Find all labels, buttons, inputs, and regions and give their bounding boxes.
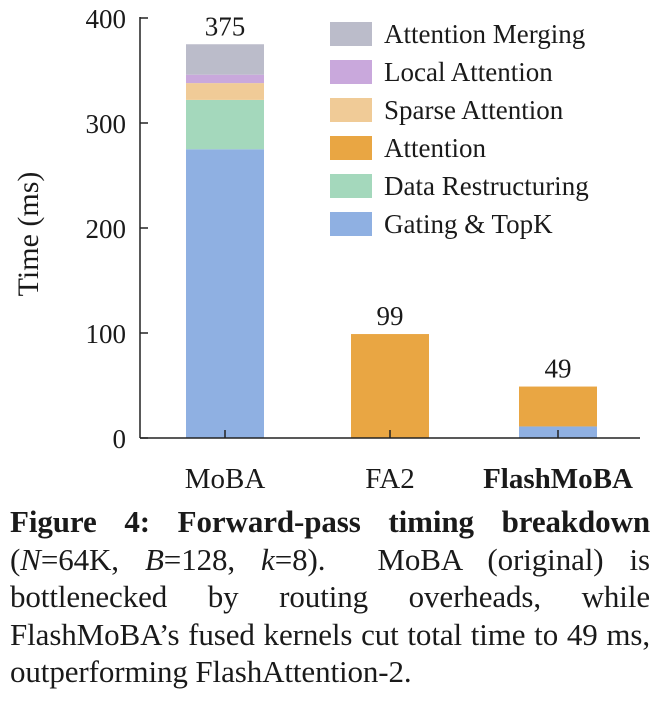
- y-tick-label-0: 0: [113, 424, 127, 454]
- legend-label-attention: Attention: [384, 133, 486, 163]
- legend-label-gating-topk: Gating & TopK: [384, 209, 553, 239]
- legend-label-local-attention: Local Attention: [384, 57, 553, 87]
- legend-label-data-restructuring: Data Restructuring: [384, 171, 589, 201]
- total-label-flashmoba: 49: [545, 354, 572, 384]
- bar-segment-moba-sparse-attention: [186, 83, 264, 100]
- legend-label-attention-merging: Attention Merging: [384, 19, 585, 49]
- legend-swatch-sparse-attention: [330, 98, 372, 122]
- x-tick-label-flashmoba: FlashMoBA: [483, 463, 633, 495]
- caption-body: MoBA (original) is bottlenecked by routi…: [10, 541, 650, 690]
- legend-swatch-attention: [330, 136, 372, 160]
- y-tick-label-100: 100: [86, 319, 127, 349]
- figure-caption: Figure 4: Forward-pass timing breakdown …: [10, 504, 650, 690]
- legend-swatch-local-attention: [330, 60, 372, 84]
- caption-param-1-symbol: B: [144, 541, 164, 577]
- bar-segment-flashmoba-attention: [519, 386, 597, 427]
- total-label-moba: 375: [205, 11, 246, 41]
- x-tick-label-moba: MoBA: [185, 463, 266, 495]
- caption-param-0-symbol: N: [20, 541, 41, 577]
- legend-swatch-attention-merging: [330, 22, 372, 46]
- caption-param-2-value: 8: [292, 541, 308, 577]
- bar-segment-fa2-attention: [351, 334, 429, 438]
- legend-swatch-gating-topk: [330, 212, 372, 236]
- legend-swatch-data-restructuring: [330, 174, 372, 198]
- y-tick-label-300: 300: [86, 109, 127, 139]
- caption-param-2-symbol: k: [261, 541, 275, 577]
- bar-segment-moba-gating-topk: [186, 149, 264, 438]
- y-tick-label-200: 200: [86, 214, 127, 244]
- y-tick-label-400: 400: [86, 4, 127, 34]
- bar-segment-moba-attention-merging: [186, 44, 264, 75]
- caption-param-1-value: 128: [181, 541, 228, 577]
- legend-label-sparse-attention: Sparse Attention: [384, 95, 564, 125]
- y-axis-label: Time (ms): [12, 172, 45, 297]
- caption-param-0-value: 64K: [58, 541, 112, 577]
- bar-segment-moba-data-restructuring: [186, 99, 264, 150]
- total-label-fa2: 99: [377, 301, 404, 331]
- x-tick-label-fa2: FA2: [365, 463, 414, 495]
- bar-segment-moba-local-attention: [186, 74, 264, 84]
- caption-label: Figure 4:: [10, 504, 150, 539]
- stacked-bar-chart: 375 MoBA 99 FA2 49 FlashMoBA 0 100 200 300 400 Time…: [12, 4, 640, 495]
- caption-title: Forward-pass timing breakdown: [177, 504, 650, 539]
